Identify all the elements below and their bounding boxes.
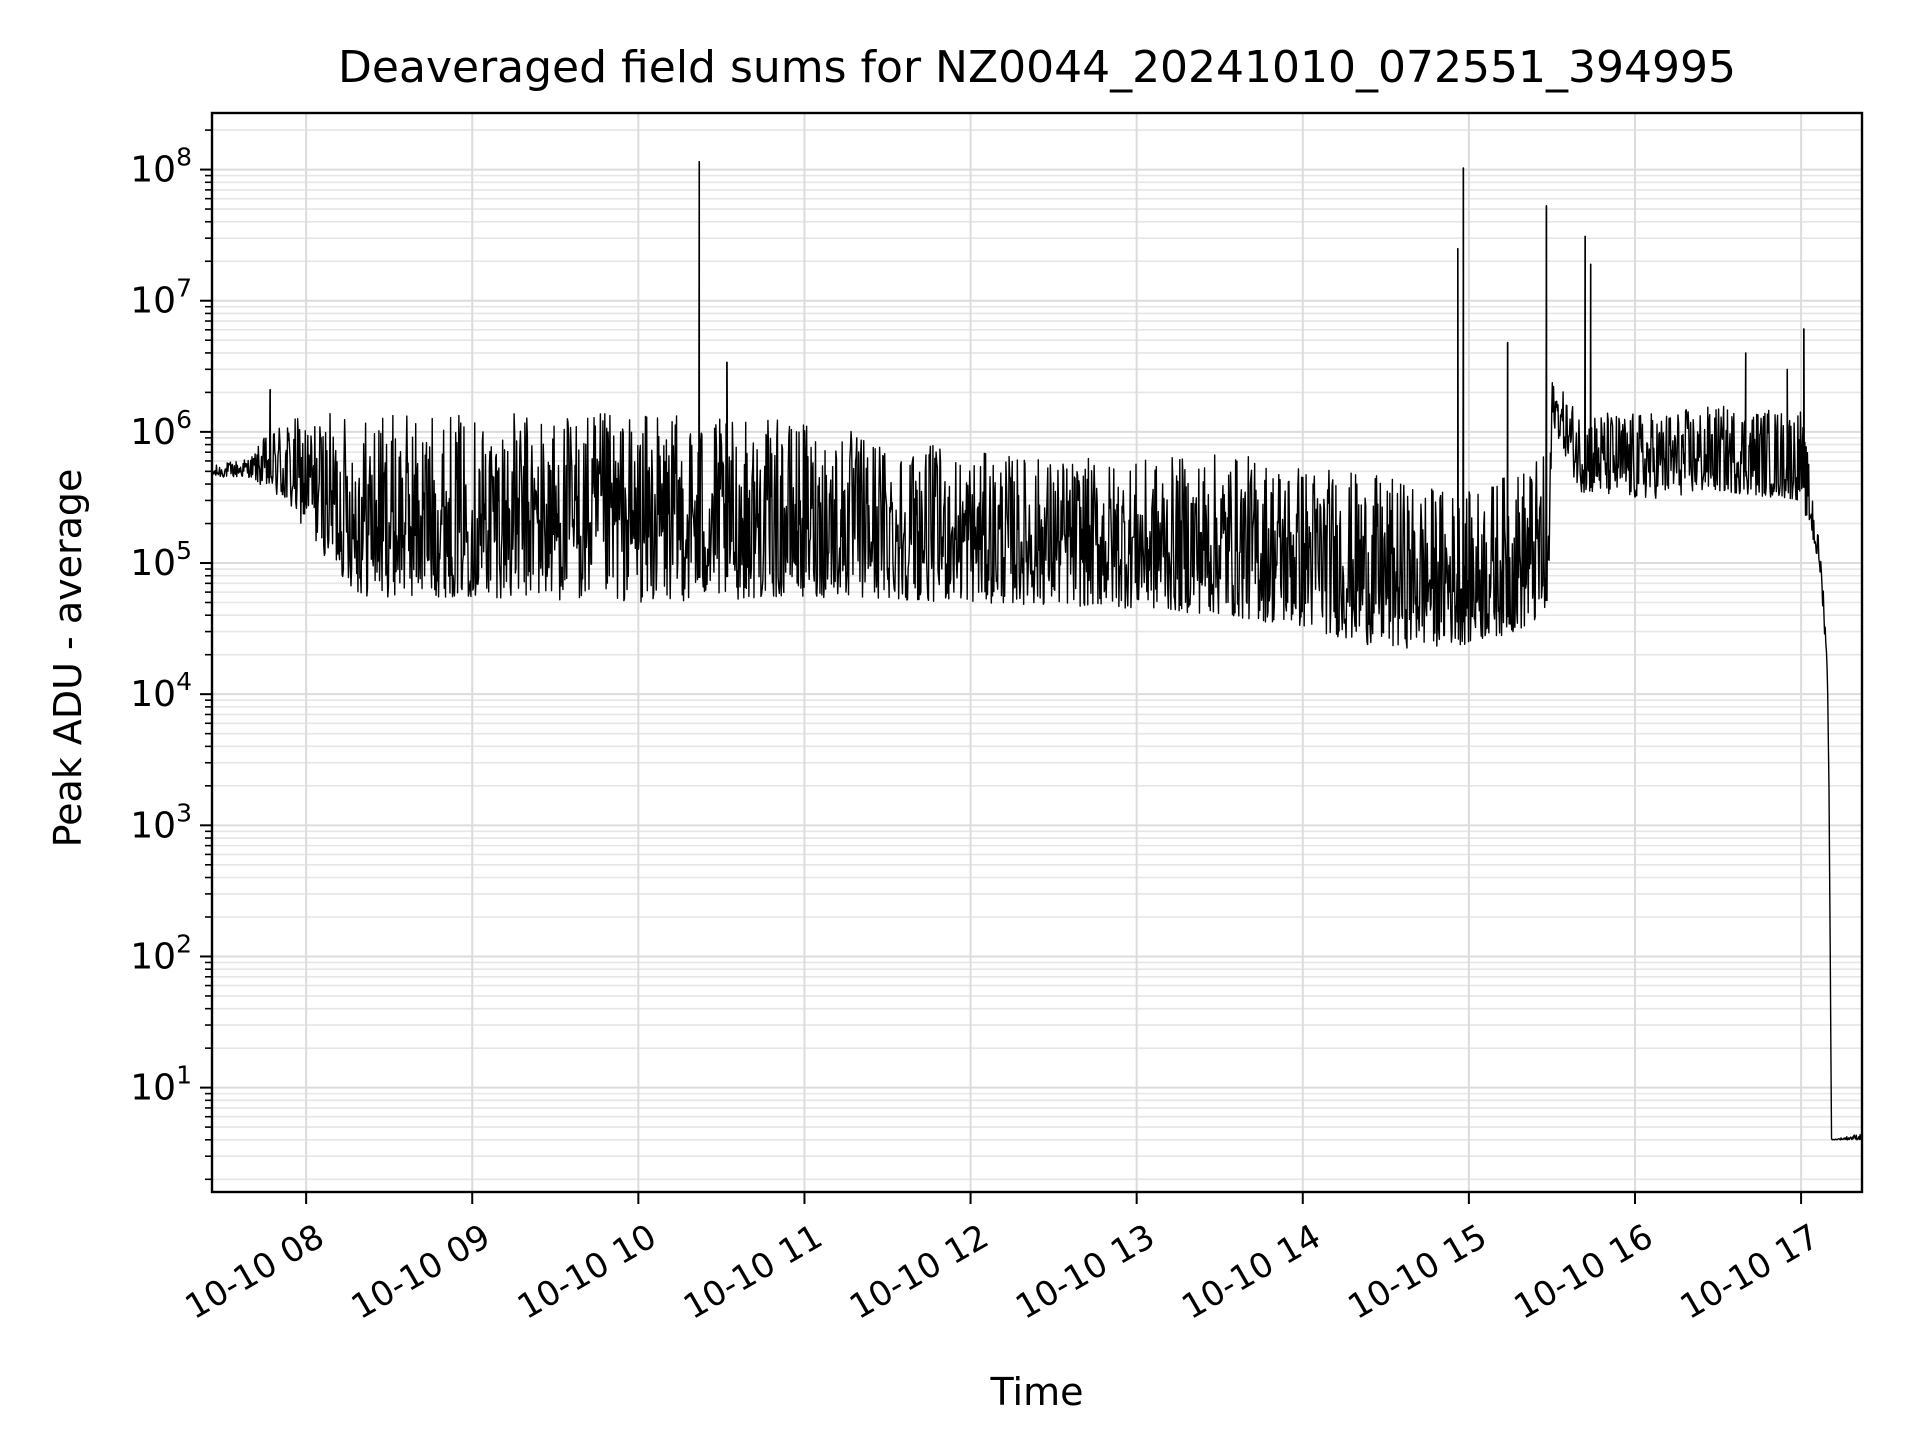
- y-tick-label: 101: [130, 1061, 192, 1109]
- y-tick-base: 10: [130, 936, 176, 977]
- series-line: [212, 160, 1862, 1141]
- y-tick-base: 10: [130, 543, 176, 584]
- x-axis-label: Time: [990, 1370, 1084, 1414]
- y-tick-exponent: 2: [176, 929, 192, 958]
- y-tick-exponent: 6: [176, 405, 192, 434]
- y-tick-exponent: 3: [176, 798, 192, 827]
- y-tick-base: 10: [130, 150, 176, 191]
- x-tick-label: 10-10 13: [1009, 1217, 1161, 1328]
- y-tick-base: 10: [130, 674, 176, 715]
- y-tick-label: 102: [130, 929, 192, 977]
- y-tick-label: 104: [130, 667, 192, 715]
- y-tick-base: 10: [130, 412, 176, 453]
- plot-frame: [210, 111, 1864, 1194]
- y-tick-base: 10: [130, 1068, 176, 1109]
- y-tick-exponent: 4: [176, 667, 192, 696]
- y-tick-base: 10: [130, 805, 176, 846]
- y-tick-exponent: 5: [176, 536, 192, 565]
- x-tick-label: 10-10 09: [345, 1217, 497, 1328]
- y-tick-label: 103: [130, 798, 192, 846]
- x-tick-label: 10-10 16: [1507, 1217, 1659, 1328]
- x-tick-label: 10-10 14: [1175, 1217, 1327, 1328]
- y-tick-exponent: 8: [176, 143, 192, 172]
- y-tick-label: 107: [130, 274, 192, 322]
- x-tick-label: 10-10 12: [843, 1217, 995, 1328]
- series-layer: [212, 160, 1862, 1141]
- x-tick-label: 10-10 17: [1674, 1217, 1826, 1328]
- y-tick-exponent: 7: [176, 274, 192, 303]
- x-tick-label: 10-10 08: [179, 1217, 331, 1328]
- chart-title: Deaveraged field sums for NZ0044_2024101…: [338, 42, 1736, 93]
- y-tick-label: 106: [130, 405, 192, 453]
- x-tick-label: 10-10 15: [1341, 1217, 1493, 1328]
- x-tick-label: 10-10 10: [511, 1217, 663, 1328]
- y-tick-exponent: 1: [176, 1061, 192, 1090]
- y-tick-label: 105: [130, 536, 192, 584]
- y-tick-base: 10: [130, 281, 176, 322]
- x-tick-label: 10-10 11: [677, 1217, 829, 1328]
- y-tick-label: 108: [130, 143, 192, 191]
- grid: [212, 113, 1862, 1192]
- x-axis: 10-10 08 10-10 09 10-10 10 10-10 11 10-10 12…: [179, 1192, 1826, 1328]
